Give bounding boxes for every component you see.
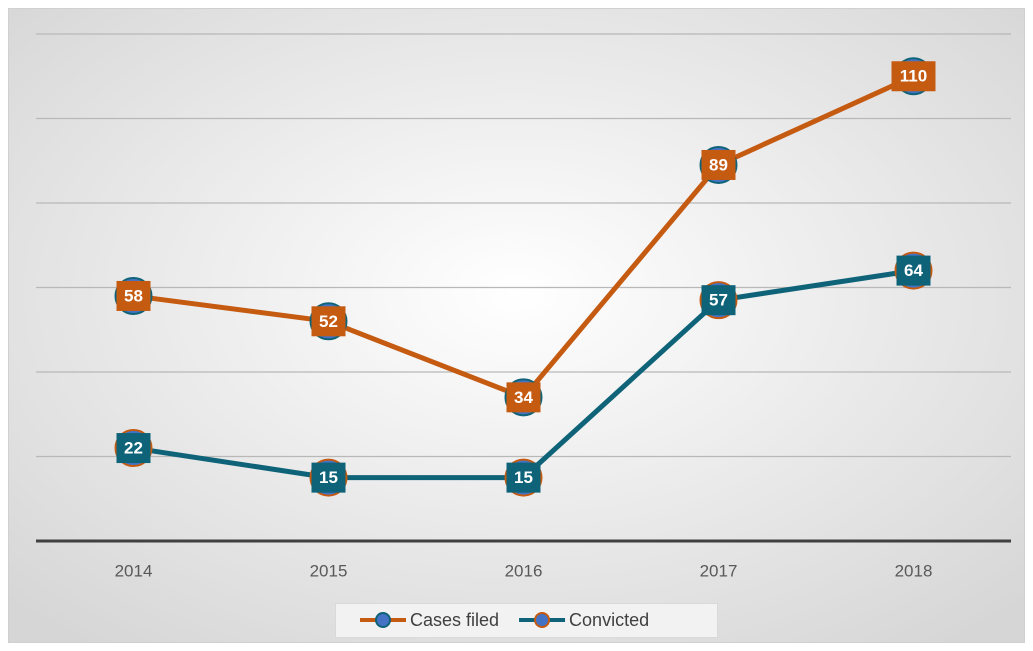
data-label: 64 [904,261,923,280]
data-label: 22 [124,439,143,458]
data-label: 58 [124,286,143,305]
data-label: 57 [709,291,728,310]
data-label: 15 [319,468,338,487]
legend-label: Convicted [569,610,649,630]
legend-swatch-marker [535,613,549,627]
data-label: 15 [514,468,533,487]
x-tick-label: 2016 [505,561,543,580]
legend-label: Cases filed [410,610,499,630]
x-tick-label: 2018 [895,561,933,580]
x-tick-label: 2014 [115,561,153,580]
data-label: 52 [319,312,338,331]
chart-background [9,9,1025,643]
chart: 2014 2015 2016 2017 2018 58 52 34 89 110 22 15 15 57 6… [0,0,1033,651]
legend-swatch-marker [376,613,390,627]
x-tick-label: 2017 [700,561,738,580]
data-label: 89 [709,155,728,174]
data-label: 34 [514,388,533,407]
data-label: 110 [900,67,927,86]
x-tick-label: 2015 [310,561,348,580]
